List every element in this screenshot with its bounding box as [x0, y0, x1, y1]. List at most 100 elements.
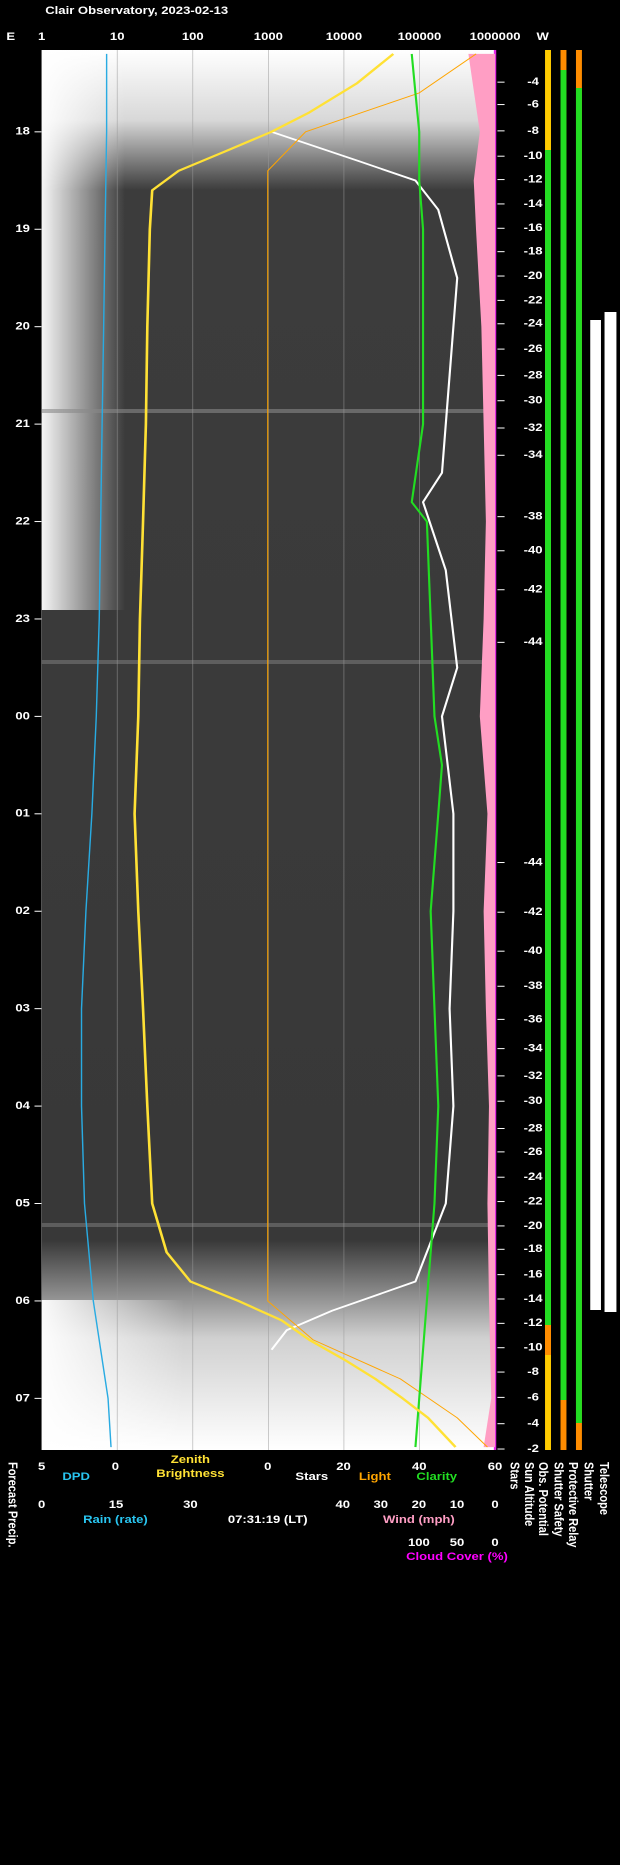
sun-altitude-label: -6 — [527, 97, 539, 110]
row-label: Obs. Potential — [536, 1462, 551, 1536]
count-tick-label: 20 — [336, 1460, 351, 1473]
sun-altitude-label: -34 — [524, 448, 543, 461]
sun-altitude-label: -2 — [527, 1442, 539, 1455]
sun-altitude-label: -14 — [524, 197, 543, 210]
sun-altitude-label: -34 — [524, 1042, 543, 1055]
y-tick-label: 23 — [15, 612, 30, 625]
y-tick-label: 19 — [15, 222, 30, 235]
sun-altitude-label: -28 — [524, 1121, 543, 1134]
legend-entry: Light — [359, 1470, 391, 1483]
sun-altitude-label: -38 — [524, 510, 543, 523]
cloud-tick-label: 50 — [450, 1536, 465, 1549]
count-tick-label: 0 — [264, 1460, 272, 1473]
dpd-tick-label: 5 — [38, 1460, 46, 1473]
sun-altitude-label: -16 — [524, 1268, 543, 1281]
zenith-line — [133, 53, 457, 1448]
timestamp: 07:31:19 (LT) — [228, 1513, 308, 1526]
y-tick-label: 21 — [15, 417, 30, 430]
row-label: Protective Relay — [566, 1462, 581, 1548]
x-tick-label: 100000 — [398, 30, 442, 43]
sky-glow — [41, 1300, 185, 1450]
sun-altitude-label: -40 — [524, 544, 543, 557]
sun-altitude-label: -32 — [524, 421, 543, 434]
sun-altitude-label: -30 — [524, 394, 543, 407]
wind-tick-label: 20 — [412, 1498, 427, 1511]
x-tick-label: 10 — [110, 30, 125, 43]
sun-altitude-label: -26 — [524, 1145, 543, 1158]
sun-altitude-label: -44 — [524, 855, 543, 868]
cloud-tick-label: 100 — [408, 1536, 430, 1549]
sun-altitude-label: -12 — [524, 172, 543, 185]
sun-altitude-label: -18 — [524, 1242, 543, 1255]
y-tick-label: 00 — [15, 709, 30, 722]
sun-altitude-label: -8 — [527, 1365, 539, 1378]
x-tick-label: 10000 — [326, 30, 363, 43]
y-tick-label: 18 — [15, 125, 30, 138]
x-tick-label: 1000 — [254, 30, 283, 43]
sun-altitude-label: -32 — [524, 1069, 543, 1082]
count-line — [270, 130, 459, 1351]
row-label: Telescope — [597, 1462, 612, 1515]
wind-tick-label: 40 — [335, 1498, 350, 1511]
row-label: Forecast Precip. — [5, 1462, 20, 1548]
y-tick-label: 06 — [15, 1294, 30, 1307]
dpd-tick-label: 0 — [112, 1460, 120, 1473]
rain-tick-label: 0 — [38, 1498, 46, 1511]
y-tick-label: 04 — [15, 1099, 30, 1112]
status-obs — [560, 70, 567, 1400]
x-tick-label: 1000000 — [470, 30, 521, 43]
status-telescope — [604, 312, 617, 1312]
count-line — [410, 53, 444, 1448]
y-tick-label: 20 — [15, 320, 30, 333]
rain-tick-label: 30 — [183, 1498, 198, 1511]
sun-altitude-label: -44 — [524, 635, 543, 648]
sun-altitude-label: -14 — [524, 1292, 543, 1305]
wind-tick-label: 10 — [450, 1498, 465, 1511]
cloud-area — [468, 53, 496, 1448]
count-line — [267, 53, 488, 1448]
status-sun — [545, 150, 551, 1325]
sun-altitude-label: -4 — [527, 75, 539, 88]
sun-altitude-label: -20 — [524, 1219, 543, 1232]
chart-title: Clair Observatory, 2023-02-13 — [45, 4, 228, 17]
y-tick-label: 03 — [15, 1002, 30, 1015]
wind-tick-label: 0 — [491, 1498, 499, 1511]
sky-glow — [41, 50, 125, 610]
sun-altitude-label: -18 — [524, 245, 543, 258]
sun-altitude-label: -42 — [524, 583, 543, 596]
rain-label: Rain (rate) — [83, 1513, 148, 1526]
sun-altitude-label: -26 — [524, 342, 543, 355]
y-tick-label: 05 — [15, 1196, 30, 1209]
dpd-label: DPD — [62, 1470, 90, 1483]
axis-end-label: W — [536, 30, 549, 43]
sun-altitude-label: -12 — [524, 1316, 543, 1329]
row-label: Sun Altitude — [522, 1462, 537, 1527]
dpd-line — [80, 53, 112, 1448]
status-shutter-safety — [575, 88, 582, 1423]
x-tick-label: 100 — [182, 30, 204, 43]
status-shutter — [590, 320, 601, 1310]
y-tick-label: 02 — [15, 904, 30, 917]
axis-end-label: E — [6, 30, 15, 43]
sun-altitude-label: -16 — [524, 221, 543, 234]
wind-tick-label: 30 — [374, 1498, 389, 1511]
legend-entry: Stars — [295, 1470, 328, 1483]
cloud-label: Cloud Cover (%) — [406, 1550, 508, 1563]
sun-altitude-label: -24 — [524, 1170, 543, 1183]
sun-altitude-label: -10 — [524, 1341, 543, 1354]
wind-label: Wind (mph) — [383, 1513, 455, 1526]
sun-altitude-label: -10 — [524, 149, 543, 162]
sun-altitude-label: -42 — [524, 905, 543, 918]
y-tick-label: 01 — [15, 807, 30, 820]
row-label: Shutter — [581, 1462, 596, 1501]
sun-altitude-label: -8 — [527, 124, 539, 137]
sun-altitude-label: -24 — [524, 317, 543, 330]
status-sun — [545, 1325, 551, 1355]
count-tick-label: 60 — [488, 1460, 503, 1473]
sun-altitude-label: -22 — [524, 293, 543, 306]
count-tick-label: 40 — [412, 1460, 427, 1473]
sun-altitude-label: -4 — [527, 1417, 539, 1430]
sun-altitude-label: -36 — [524, 1012, 543, 1025]
